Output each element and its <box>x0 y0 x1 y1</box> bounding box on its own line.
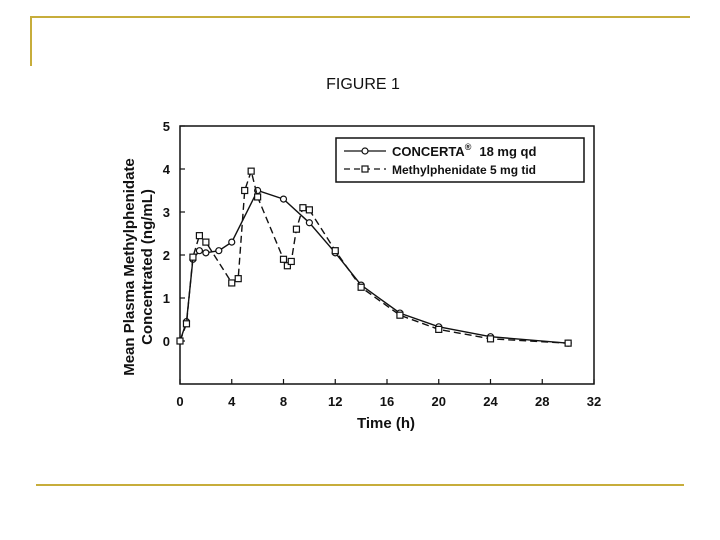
legend-label-concerta: CONCERTA® 18 mg qd <box>392 142 536 159</box>
data-point-square <box>176 337 184 345</box>
series-line-0 <box>179 189 569 344</box>
legend-marker-concerta <box>361 147 369 155</box>
data-point-square <box>234 275 242 283</box>
figure-title: FIGURE 1 <box>326 76 400 93</box>
x-tick-label: 0 <box>176 394 183 409</box>
y-axis-label-line-2: Concentrated (ng/mL) <box>139 189 156 345</box>
data-point-square <box>331 247 339 255</box>
y-tick-label: 3 <box>163 205 170 220</box>
data-point-square <box>299 204 307 212</box>
slide-top-rule <box>30 16 690 18</box>
x-tick-label: 4 <box>228 394 236 409</box>
y-tick-label: 2 <box>163 248 170 263</box>
data-point-circle <box>195 247 204 255</box>
legend-concerta-reg: ® <box>465 142 472 152</box>
slide-left-rule <box>30 16 32 66</box>
data-point-circle <box>228 238 236 246</box>
data-point-square <box>241 186 249 195</box>
data-point-square <box>182 320 191 328</box>
data-point-square <box>254 193 262 201</box>
data-point-square <box>396 311 404 319</box>
x-tick-label: 16 <box>380 394 394 409</box>
y-tick-label: 5 <box>163 119 170 134</box>
data-point-square <box>287 257 295 266</box>
series-layer <box>176 167 572 347</box>
data-point-circle <box>202 249 210 257</box>
y-tick-label: 4 <box>163 162 171 177</box>
y-tick-label: 0 <box>163 334 170 349</box>
x-tick-label: 28 <box>535 394 549 409</box>
data-point-circle <box>305 219 313 227</box>
legend-label-methylphenidate: Methylphenidate 5 mg tid <box>392 163 536 177</box>
data-point-square <box>189 253 197 261</box>
data-point-circle <box>279 195 288 203</box>
data-point-square <box>564 339 572 347</box>
slide-bottom-rule <box>36 484 684 486</box>
data-point-square <box>228 279 236 287</box>
x-tick-label: 12 <box>328 394 342 409</box>
x-axis-ticks: 0 4 8 12 16 20 24 28 32 <box>176 379 601 409</box>
x-tick-label: 20 <box>432 394 446 409</box>
y-tick-label: 1 <box>163 291 170 306</box>
data-point-square <box>283 262 291 270</box>
data-point-square <box>435 325 443 333</box>
x-axis-label: Time (h) <box>357 415 415 432</box>
data-point-square <box>292 225 301 233</box>
data-point-square <box>247 167 255 175</box>
legend-concerta-dose: 18 mg qd <box>479 144 536 159</box>
x-tick-label: 32 <box>587 394 601 409</box>
data-point-circle <box>215 247 223 255</box>
series-line-1 <box>179 168 569 344</box>
data-point-square <box>357 283 365 291</box>
data-point-square <box>195 232 204 240</box>
x-tick-label: 8 <box>280 394 287 409</box>
x-tick-label: 24 <box>483 394 498 409</box>
legend: CONCERTA® 18 mg qd Methylphenidate 5 mg t… <box>335 137 585 183</box>
legend-box <box>335 137 585 183</box>
y-axis-label-line-1: Mean Plasma Methylphenidate <box>121 158 138 376</box>
data-point-square <box>486 335 495 343</box>
data-point-square <box>305 206 313 214</box>
legend-marker-methylphenidate <box>361 165 369 173</box>
y-axis-ticks: 0 1 2 3 4 5 <box>163 119 185 349</box>
data-point-square <box>279 255 288 263</box>
data-point-square <box>202 238 210 246</box>
legend-concerta-name: CONCERTA <box>392 144 465 159</box>
